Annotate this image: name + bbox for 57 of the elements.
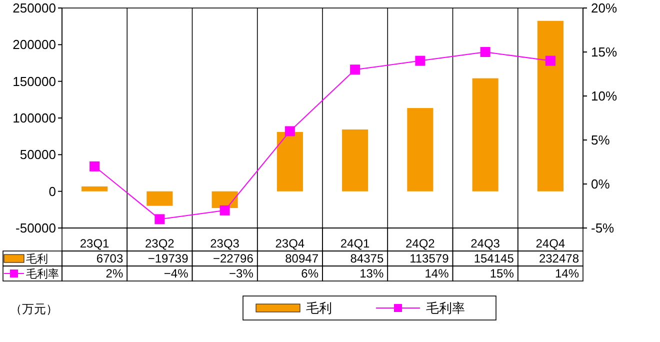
x-tick-label: 24Q1 [340, 236, 370, 251]
bar [276, 132, 303, 192]
data-label: 80947 [285, 252, 319, 266]
y-tick-label: -50000 [16, 220, 56, 236]
y2-tick-label: 0% [591, 176, 610, 192]
x-tick-label: 24Q4 [536, 236, 566, 251]
y-tick-label: 250000 [12, 0, 56, 16]
x-tick-label: 23Q3 [210, 236, 240, 251]
y2-tick-label: 5% [591, 132, 610, 148]
x-tick-label: 23Q1 [80, 236, 110, 251]
data-label: 14% [424, 266, 450, 281]
point [284, 126, 295, 136]
x-tick-label: 24Q3 [470, 236, 500, 251]
bar [146, 191, 173, 206]
point [350, 64, 360, 75]
bar [537, 20, 564, 192]
data-label: 6703 [96, 252, 124, 266]
x-tick-label: 23Q4 [275, 236, 305, 251]
data-label: −3% [229, 266, 254, 281]
data-label: 232478 [538, 252, 580, 266]
x-tick-label: 23Q2 [145, 236, 175, 251]
y-tick-label: 100000 [12, 110, 56, 126]
data-label: 15% [490, 266, 514, 281]
point [220, 205, 230, 216]
point [154, 214, 165, 224]
legend-label: 毛利率 [26, 267, 59, 280]
bar [472, 78, 498, 192]
y-tick-label: 0 [48, 184, 56, 199]
point [545, 56, 556, 66]
bar [407, 108, 434, 192]
data-label: −4% [164, 266, 189, 281]
point [415, 56, 426, 66]
point [90, 161, 100, 172]
y2-tick-label: -5% [591, 220, 615, 236]
legend-label: 毛利 [26, 252, 48, 266]
text: 毛利 [306, 300, 332, 316]
data-label: 2% [106, 266, 124, 281]
text: （万元） [10, 302, 58, 316]
text: 毛利率 [426, 300, 465, 316]
point [480, 47, 490, 57]
data-label: 154145 [474, 252, 514, 266]
y2-tick-label: 10% [591, 88, 618, 104]
y-tick-label: 150000 [12, 74, 56, 89]
bar [342, 129, 368, 192]
y2-tick-label: 15% [591, 44, 618, 60]
y-tick-label: 50000 [20, 147, 56, 162]
data-label: 6% [301, 266, 319, 281]
data-label: −22796 [212, 252, 254, 266]
data-label: 13% [360, 266, 384, 281]
data-label: 84375 [350, 252, 384, 266]
data-label: 113579 [410, 252, 450, 266]
data-label: 14% [554, 266, 580, 281]
y2-tick-label: 20% [591, 0, 618, 16]
data-label: −19739 [148, 252, 189, 266]
y-tick-label: 200000 [12, 37, 56, 52]
x-tick-label: 24Q2 [406, 236, 436, 251]
bar [82, 186, 108, 192]
